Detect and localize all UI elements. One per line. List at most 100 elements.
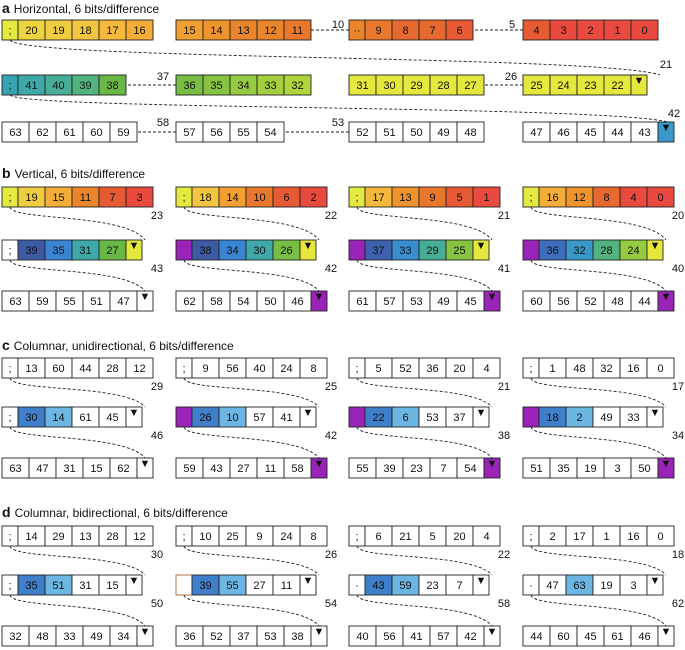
- block-d-r0-c3: ; 2 17 1 16 0: [522, 525, 675, 547]
- cell-value: 25: [453, 245, 465, 257]
- cell-value: 0: [657, 363, 663, 375]
- jump-label: 17: [672, 381, 684, 393]
- jump-label: 38: [498, 430, 510, 442]
- cell-value: 24: [280, 531, 292, 543]
- jump-label: 42: [668, 108, 680, 120]
- cell-value: 44: [638, 296, 650, 308]
- cell-value: 1: [603, 531, 609, 543]
- cell-value: 42: [464, 631, 476, 643]
- cell-value: 59: [117, 127, 129, 139]
- cell-value: 45: [464, 296, 476, 308]
- block-c-r2-c3: 51 35 19 3 50 ▼: [522, 457, 675, 479]
- cell: [646, 574, 664, 596]
- cell-value: 46: [291, 296, 303, 308]
- dashed-connector: [183, 426, 320, 459]
- arrow-down-icon: ▼: [314, 458, 325, 470]
- cell-value: 41: [280, 412, 292, 424]
- cell-value: 7: [429, 25, 435, 37]
- cell-value: 33: [264, 80, 276, 92]
- cell-value: 24: [557, 80, 569, 92]
- cell-value: ;: [355, 192, 358, 204]
- cell-value: 40: [356, 631, 368, 643]
- cell: [630, 74, 648, 96]
- cell-value: 19: [52, 25, 64, 37]
- cell-value: 14: [226, 192, 238, 204]
- cell-value: 60: [557, 631, 569, 643]
- cell-value: 22: [372, 412, 384, 424]
- cell-value: 43: [210, 463, 222, 475]
- cell-value: 20: [453, 531, 465, 543]
- cell-value: 28: [437, 80, 449, 92]
- cell: [456, 121, 485, 143]
- cell-value: 43: [638, 127, 650, 139]
- cell: [472, 525, 501, 547]
- dashed-connector: [9, 259, 146, 292]
- cell-value: 49: [437, 296, 449, 308]
- arrow-down-icon: ▼: [303, 407, 314, 419]
- cell: [348, 239, 366, 261]
- cell: [348, 406, 366, 428]
- cell-value: 7: [440, 463, 446, 475]
- jump-label: 21: [498, 381, 510, 393]
- arrow-down-icon: ▼: [634, 75, 645, 87]
- cell: [299, 186, 328, 208]
- block-a-r0-c0: ; 20 19 18 17 16: [1, 19, 154, 41]
- cell-value: 3: [630, 580, 636, 592]
- cell: [125, 186, 154, 208]
- cell-value: 44: [611, 127, 623, 139]
- cell-value: 27: [464, 80, 476, 92]
- cell-value: 55: [63, 296, 75, 308]
- jump-label: 25: [325, 381, 337, 393]
- cell-value: ··: [353, 25, 360, 37]
- block-d-r0-c1: ; 10 25 9 24 8: [175, 525, 328, 547]
- cell-value: 23: [410, 463, 422, 475]
- cell-value: 25: [530, 80, 542, 92]
- dashed-connector: [183, 259, 320, 292]
- cell-value: 0: [657, 192, 663, 204]
- cell-value: 23: [426, 580, 438, 592]
- cell-value: 9: [202, 363, 208, 375]
- block-d-r2-c0: 32 48 33 49 34 ▼: [1, 625, 154, 647]
- cell: [125, 19, 154, 41]
- cell-value: 33: [627, 412, 639, 424]
- dashed-connector: [9, 39, 661, 76]
- jump-label: 37: [157, 71, 169, 83]
- cell-value: 11: [281, 580, 292, 592]
- cell-value: 48: [611, 296, 623, 308]
- panel-d-title: d Columnar, bidirectional, 6 bits/differe…: [2, 504, 228, 520]
- cell-value: 26: [280, 245, 292, 257]
- cell-value: 52: [210, 631, 222, 643]
- cell-value: 2: [587, 25, 593, 37]
- cell: [630, 19, 659, 41]
- cell-value: 50: [638, 463, 650, 475]
- cell-value: 11: [80, 192, 91, 204]
- cell-value: 53: [410, 296, 422, 308]
- cell-value: 39: [79, 80, 91, 92]
- cell: [125, 525, 154, 547]
- cell-value: 16: [627, 363, 639, 375]
- jump-label: 23: [151, 210, 163, 222]
- dashed-connector: [530, 206, 667, 241]
- cell: [98, 74, 127, 96]
- cell-value: 22: [611, 80, 623, 92]
- cell-value: 30: [253, 245, 265, 257]
- cell-value: 15: [90, 463, 102, 475]
- cell-value: 57: [383, 296, 395, 308]
- block-d-r2-c3: 44 60 45 61 46 ▼: [522, 625, 675, 647]
- cell: [646, 186, 675, 208]
- block-b-r0-c0: ; 19 15 11 7 3: [1, 186, 154, 208]
- cell-value: ·: [355, 580, 359, 592]
- cell-value: 12: [133, 363, 145, 375]
- block-a-r2-c2: 52 51 50 49 48: [348, 121, 485, 143]
- cell-value: 61: [611, 631, 623, 643]
- cell: [522, 239, 540, 261]
- arrow-down-icon: ▼: [476, 240, 487, 252]
- cell: [109, 121, 138, 143]
- jump-label: 58: [157, 117, 169, 129]
- dashed-connector: [530, 594, 667, 627]
- dashed-connector: [530, 377, 667, 408]
- block-a-r1-c0: ; 41 40 39 38: [1, 74, 127, 96]
- cell-value: 12: [573, 192, 585, 204]
- cell-value: 8: [402, 25, 408, 37]
